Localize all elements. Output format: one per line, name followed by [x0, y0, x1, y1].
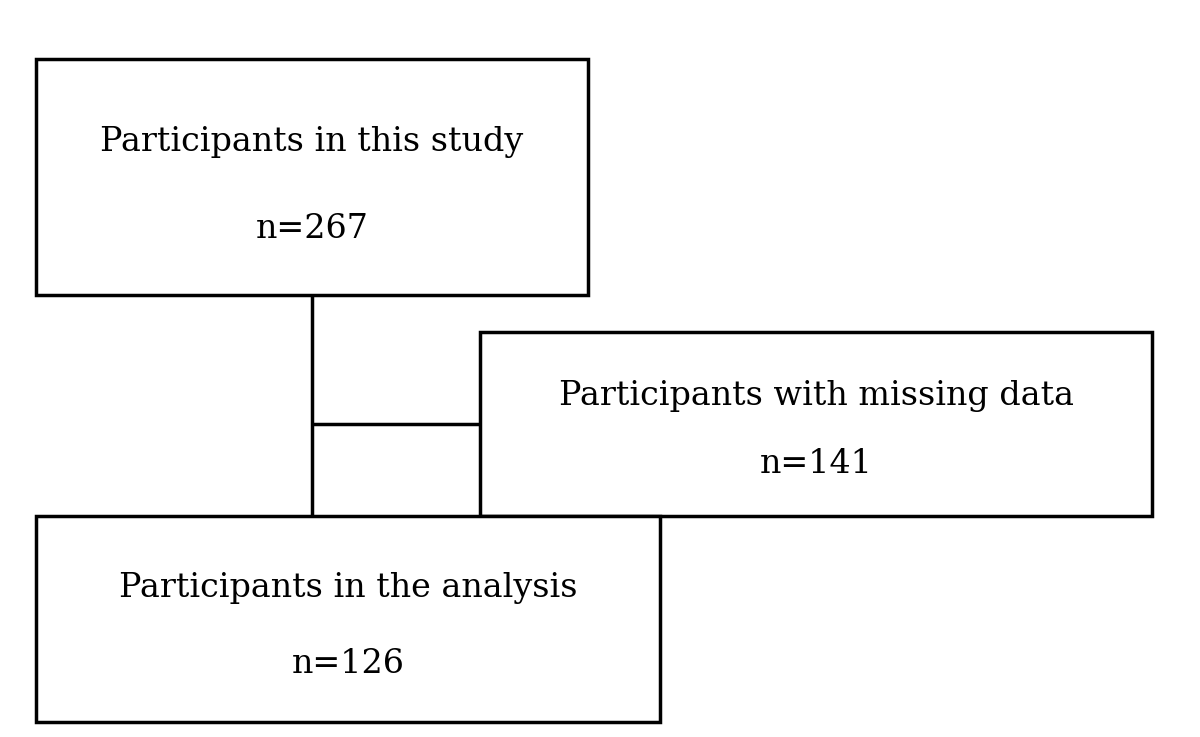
- Text: Participants in this study: Participants in this study: [101, 125, 523, 158]
- Text: n=126: n=126: [292, 649, 404, 680]
- Text: Participants in the analysis: Participants in the analysis: [119, 572, 577, 604]
- Text: Participants with missing data: Participants with missing data: [558, 380, 1074, 412]
- FancyBboxPatch shape: [480, 332, 1152, 516]
- Text: n=141: n=141: [760, 448, 872, 481]
- FancyBboxPatch shape: [36, 516, 660, 722]
- FancyBboxPatch shape: [36, 59, 588, 295]
- Text: n=267: n=267: [256, 213, 368, 245]
